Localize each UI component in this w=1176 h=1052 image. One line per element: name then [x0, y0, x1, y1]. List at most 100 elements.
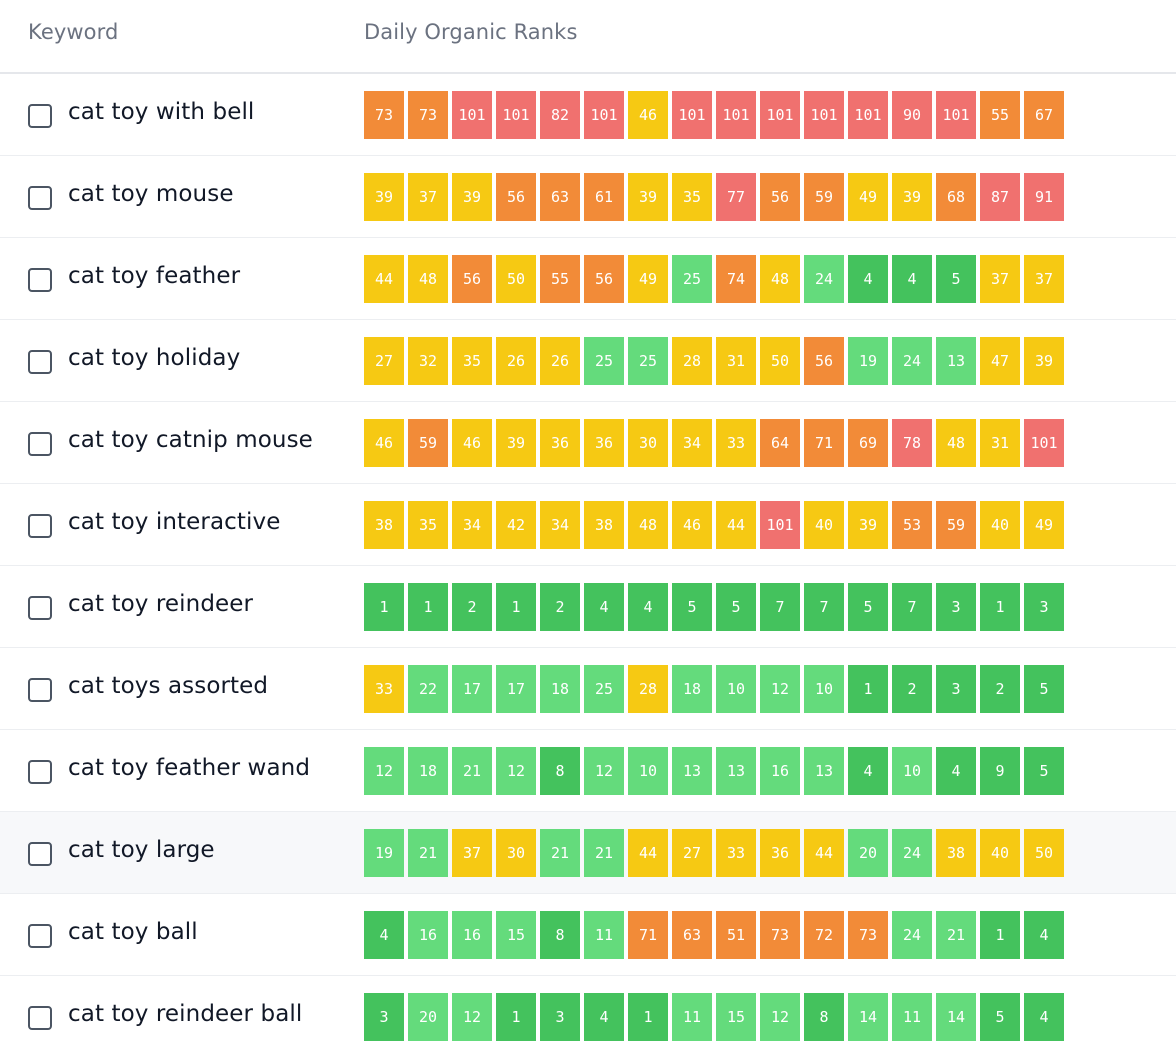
rank-cell[interactable]: 18 [672, 665, 712, 713]
rank-cell[interactable]: 26 [496, 337, 536, 385]
rank-cell[interactable]: 12 [364, 747, 404, 795]
row-select-checkbox[interactable] [28, 350, 52, 374]
rank-cell[interactable]: 3 [1024, 583, 1064, 631]
rank-cell[interactable]: 18 [408, 747, 448, 795]
rank-cell[interactable]: 40 [980, 501, 1020, 549]
rank-cell[interactable]: 4 [848, 747, 888, 795]
rank-cell[interactable]: 38 [364, 501, 404, 549]
rank-cell[interactable]: 48 [408, 255, 448, 303]
table-row[interactable]: cat toy reindeer 1 1 2 1 2 4 4 5 5 7 7 5 7 3 1 3 [0, 566, 1176, 648]
rank-cell[interactable]: 35 [672, 173, 712, 221]
rank-cell[interactable]: 9 [980, 747, 1020, 795]
rank-cell[interactable]: 39 [628, 173, 668, 221]
rank-cell[interactable]: 11 [672, 993, 712, 1041]
rank-cell[interactable]: 1 [980, 583, 1020, 631]
table-row[interactable]: cat toy feather 44 48 56 50 55 56 49 25 74 48 24 4 4 5… [0, 238, 1176, 320]
rank-cell[interactable]: 16 [760, 747, 800, 795]
rank-cell[interactable]: 46 [628, 91, 668, 139]
rank-cell[interactable]: 4 [848, 255, 888, 303]
rank-cell[interactable]: 64 [760, 419, 800, 467]
table-row[interactable]: cat toy mouse 39 37 39 56 63 61 39 35 77 56 59 49 39 6… [0, 156, 1176, 238]
rank-cell[interactable]: 33 [364, 665, 404, 713]
rank-cell[interactable]: 36 [540, 419, 580, 467]
rank-cell[interactable]: 74 [716, 255, 756, 303]
rank-cell[interactable]: 55 [980, 91, 1020, 139]
rank-cell[interactable]: 24 [892, 337, 932, 385]
rank-cell[interactable]: 1 [408, 583, 448, 631]
rank-cell[interactable]: 2 [892, 665, 932, 713]
rank-cell[interactable]: 24 [892, 829, 932, 877]
rank-cell[interactable]: 48 [936, 419, 976, 467]
rank-cell[interactable]: 36 [584, 419, 624, 467]
rank-cell[interactable]: 39 [496, 419, 536, 467]
rank-cell[interactable]: 17 [452, 665, 492, 713]
rank-cell[interactable]: 42 [496, 501, 536, 549]
rank-cell[interactable]: 27 [672, 829, 712, 877]
rank-cell[interactable]: 12 [760, 993, 800, 1041]
rank-cell[interactable]: 44 [364, 255, 404, 303]
rank-cell[interactable]: 101 [452, 91, 492, 139]
rank-cell[interactable]: 73 [364, 91, 404, 139]
rank-cell[interactable]: 5 [1024, 747, 1064, 795]
rank-cell[interactable]: 28 [672, 337, 712, 385]
rank-cell[interactable]: 33 [716, 829, 756, 877]
rank-cell[interactable]: 10 [716, 665, 756, 713]
rank-cell[interactable]: 3 [540, 993, 580, 1041]
rank-cell[interactable]: 50 [760, 337, 800, 385]
rank-cell[interactable]: 40 [980, 829, 1020, 877]
rank-cell[interactable]: 63 [540, 173, 580, 221]
rank-cell[interactable]: 20 [848, 829, 888, 877]
row-select-checkbox[interactable] [28, 268, 52, 292]
rank-cell[interactable]: 101 [496, 91, 536, 139]
rank-cell[interactable]: 51 [716, 911, 756, 959]
rank-cell[interactable]: 12 [584, 747, 624, 795]
rank-cell[interactable]: 4 [364, 911, 404, 959]
rank-cell[interactable]: 77 [716, 173, 756, 221]
rank-cell[interactable]: 8 [540, 911, 580, 959]
rank-cell[interactable]: 2 [980, 665, 1020, 713]
rank-cell[interactable]: 5 [848, 583, 888, 631]
rank-cell[interactable]: 37 [1024, 255, 1064, 303]
rank-cell[interactable]: 56 [452, 255, 492, 303]
rank-cell[interactable]: 11 [892, 993, 932, 1041]
rank-cell[interactable]: 30 [496, 829, 536, 877]
rank-cell[interactable]: 10 [892, 747, 932, 795]
rank-cell[interactable]: 72 [804, 911, 844, 959]
rank-cell[interactable]: 39 [848, 501, 888, 549]
rank-cell[interactable]: 63 [672, 911, 712, 959]
rank-cell[interactable]: 15 [716, 993, 756, 1041]
rank-cell[interactable]: 46 [672, 501, 712, 549]
rank-cell[interactable]: 3 [364, 993, 404, 1041]
rank-cell[interactable]: 46 [452, 419, 492, 467]
row-select-checkbox[interactable] [28, 596, 52, 620]
rank-cell[interactable]: 10 [628, 747, 668, 795]
row-select-checkbox[interactable] [28, 842, 52, 866]
rank-cell[interactable]: 101 [716, 91, 756, 139]
table-row[interactable]: cat toy interactive 38 35 34 42 34 38 48 46 44 101… [0, 484, 1176, 566]
rank-cell[interactable]: 7 [892, 583, 932, 631]
row-select-checkbox[interactable] [28, 186, 52, 210]
table-row[interactable]: cat toy reindeer ball 3 20 12 1 3 4 1 11 15 12 8 14 1… [0, 976, 1176, 1052]
rank-cell[interactable]: 1 [496, 993, 536, 1041]
rank-cell[interactable]: 39 [452, 173, 492, 221]
rank-cell[interactable]: 90 [892, 91, 932, 139]
rank-cell[interactable]: 3 [936, 583, 976, 631]
rank-cell[interactable]: 25 [584, 665, 624, 713]
rank-cell[interactable]: 44 [628, 829, 668, 877]
rank-cell[interactable]: 36 [760, 829, 800, 877]
rank-cell[interactable]: 13 [716, 747, 756, 795]
rank-cell[interactable]: 71 [628, 911, 668, 959]
rank-cell[interactable]: 13 [672, 747, 712, 795]
rank-cell[interactable]: 56 [804, 337, 844, 385]
rank-cell[interactable]: 71 [804, 419, 844, 467]
rank-cell[interactable]: 44 [804, 829, 844, 877]
rank-cell[interactable]: 35 [408, 501, 448, 549]
rank-cell[interactable]: 31 [980, 419, 1020, 467]
rank-cell[interactable]: 5 [936, 255, 976, 303]
rank-cell[interactable]: 25 [584, 337, 624, 385]
rank-cell[interactable]: 5 [1024, 665, 1064, 713]
rank-cell[interactable]: 55 [540, 255, 580, 303]
rank-cell[interactable]: 53 [892, 501, 932, 549]
rank-cell[interactable]: 5 [716, 583, 756, 631]
rank-cell[interactable]: 73 [408, 91, 448, 139]
